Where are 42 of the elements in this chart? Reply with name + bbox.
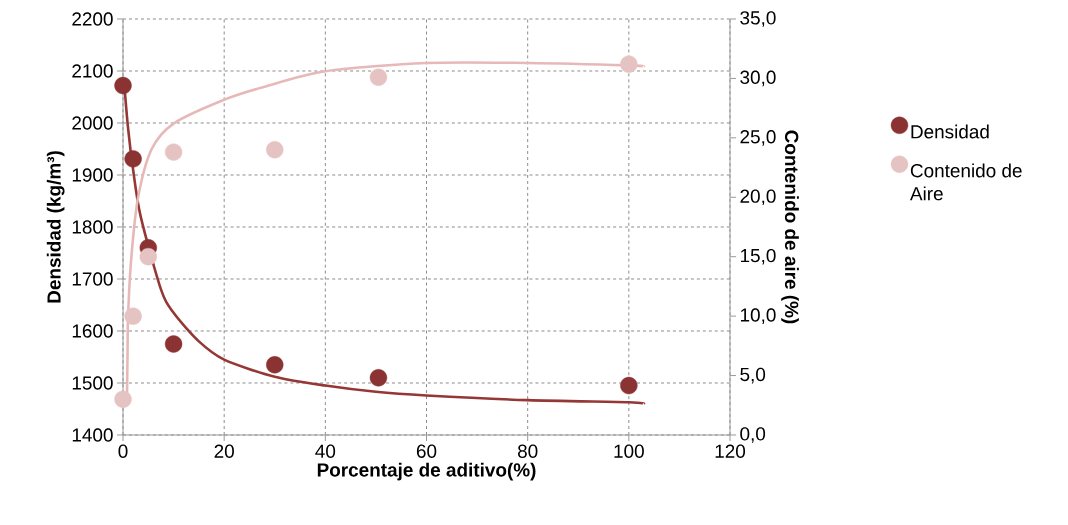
y-tick-label: 1500 — [72, 376, 113, 390]
y-tick-label: 2100 — [72, 64, 113, 78]
x-tick-label: 0 — [118, 444, 128, 458]
y2-tick-label: 25,0 — [740, 130, 776, 146]
point — [266, 356, 284, 374]
x-axis-title: Porcentaje de aditivo(%) — [317, 462, 536, 481]
point — [369, 68, 388, 86]
point — [620, 55, 638, 73]
y-tick-label: 1700 — [72, 272, 113, 286]
y2-tick-label: 5,0 — [740, 367, 766, 384]
x-tick-label: 80 — [517, 444, 538, 458]
point — [124, 150, 142, 168]
y-tick-label: 2200 — [72, 12, 113, 26]
y2-tick-label: 30,0 — [740, 70, 776, 87]
y2-tick-label: 20,0 — [740, 189, 776, 206]
y2-tick-label: 35,0 — [740, 11, 776, 27]
y-tick-label: 1400 — [72, 428, 113, 442]
point — [266, 141, 284, 159]
y-tick-label: 1800 — [72, 220, 113, 234]
point — [164, 335, 183, 353]
point — [369, 369, 388, 387]
y-tick-label: 1600 — [72, 324, 113, 338]
point — [124, 307, 142, 325]
x-tick-label: 120 — [715, 444, 746, 458]
x-tick-label: 20 — [214, 444, 234, 458]
point — [114, 76, 132, 95]
y-axis-title: Densidad (kg/m³) — [46, 151, 65, 303]
legend-label: Densidad — [911, 124, 989, 139]
point — [139, 248, 157, 266]
y2-tick-label: 0,0 — [740, 427, 766, 443]
legend-label: Contenido de Aire — [909, 163, 1022, 201]
y2-tick-label: 10,0 — [740, 308, 776, 324]
point — [620, 376, 638, 395]
y2-axis-title: Contenido de aire (%) — [781, 130, 799, 324]
x-tick-label: 60 — [416, 444, 437, 458]
y-tick-label: 2000 — [72, 116, 113, 130]
x-tick-label: 100 — [614, 444, 644, 458]
x-tick-label: 40 — [315, 444, 336, 458]
y-tick-label: 1900 — [72, 168, 113, 182]
point — [114, 390, 132, 408]
y2-tick-label: 15,0 — [740, 248, 776, 265]
point — [164, 143, 183, 161]
